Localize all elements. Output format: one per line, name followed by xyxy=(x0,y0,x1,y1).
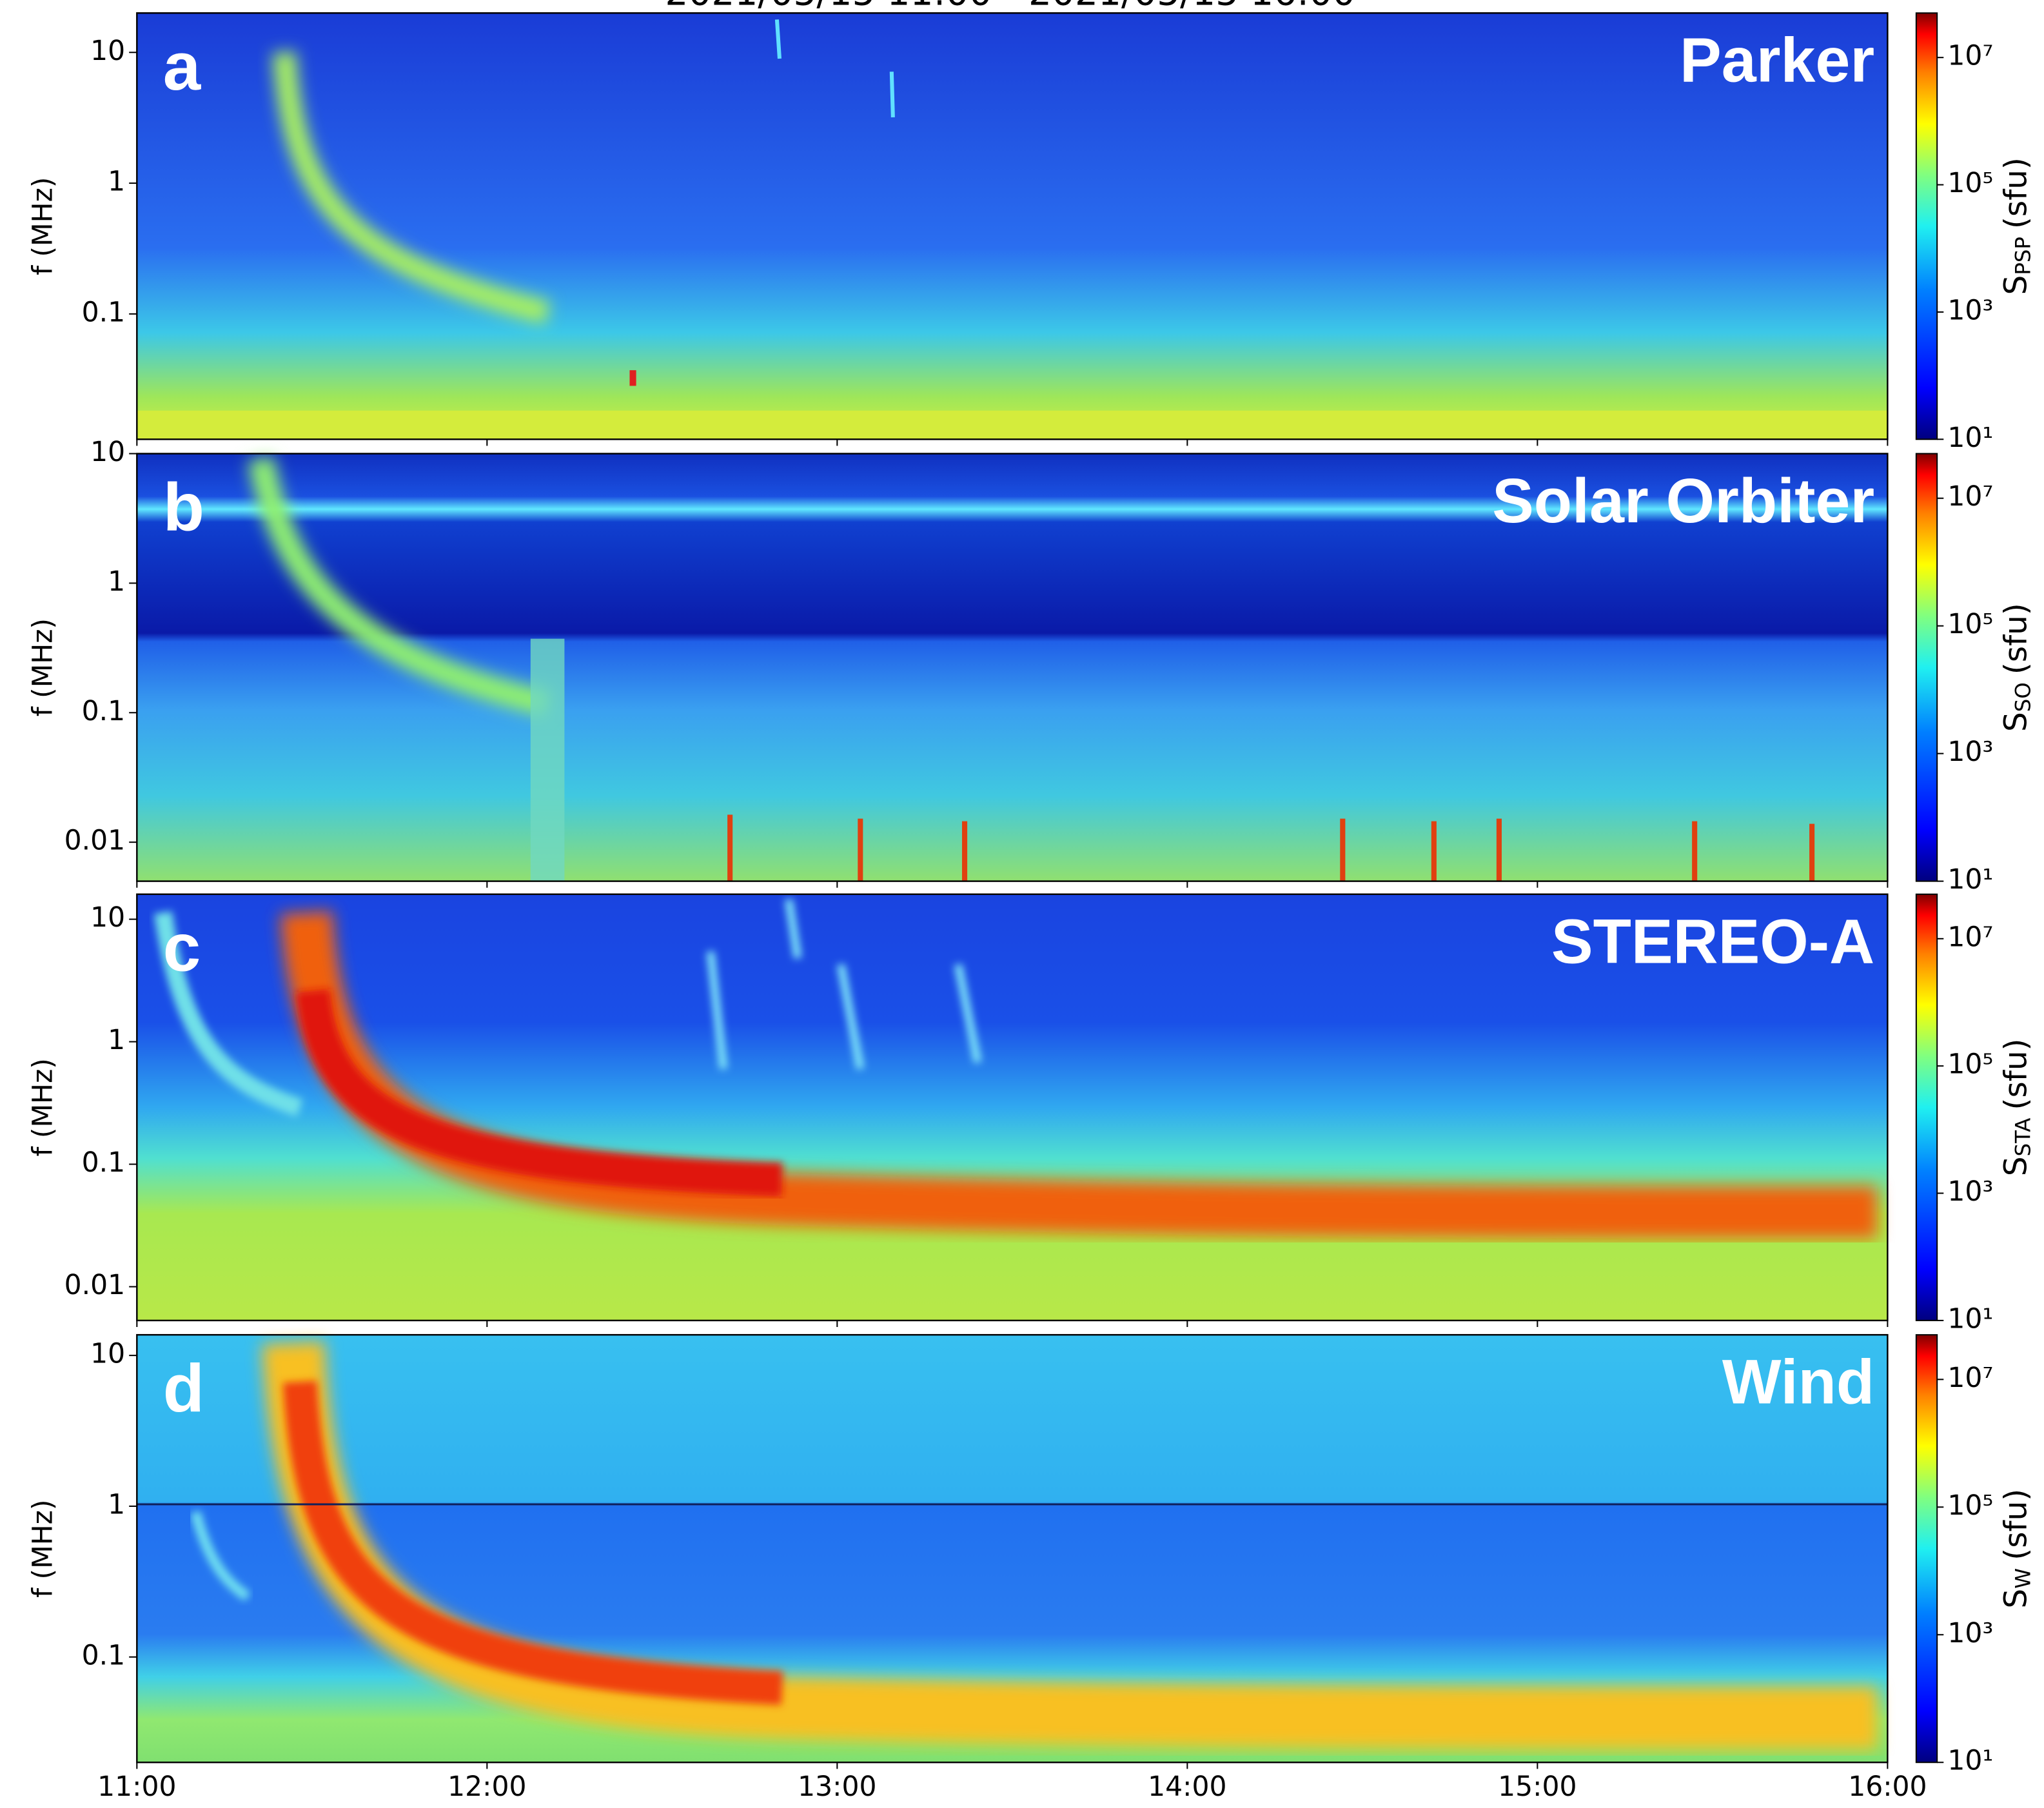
colorbar xyxy=(1915,1334,1938,1764)
colorbar xyxy=(1915,12,1938,440)
colorbar-tick-label: 10⁷ xyxy=(1947,41,1993,72)
y-axis-label: f (MHz) xyxy=(27,618,59,716)
colorbar-label: SSO (sfu) xyxy=(1998,603,2036,732)
y-tick-label: 0.01 xyxy=(64,825,126,857)
y-tick-label: 0.1 xyxy=(82,1640,126,1671)
y-tick-label: 10 xyxy=(90,902,125,934)
plot-frame xyxy=(136,453,1889,882)
plot-frame xyxy=(136,1333,1889,1764)
colorbar-tick-label: 10³ xyxy=(1947,736,1993,768)
y-tick-label: 0.1 xyxy=(82,1147,126,1179)
plot-frame xyxy=(136,12,1889,440)
panel-title: Wind xyxy=(1722,1347,1874,1417)
colorbar-label: SSTA (sfu) xyxy=(1998,1039,2036,1177)
colorbar-label-symbol: S xyxy=(1998,1589,2034,1609)
colorbar-tick-label: 10³ xyxy=(1947,295,1993,326)
y-axis-label: f (MHz) xyxy=(27,1058,59,1156)
colorbar-label-subscript: W xyxy=(2011,1568,2036,1589)
panel-a-image xyxy=(137,13,1888,440)
panel-label: b xyxy=(163,469,204,545)
colorbar-label-subscript: PSP xyxy=(2011,237,2036,275)
colorbar xyxy=(1915,453,1938,882)
colorbar-label-symbol: S xyxy=(1998,1156,2034,1176)
plot-frame xyxy=(136,893,1889,1322)
panel-title: STEREO-A xyxy=(1551,906,1874,976)
colorbar-tick-label: 10³ xyxy=(1947,1176,1993,1208)
colorbar-tick-label: 10¹ xyxy=(1947,864,1993,896)
panel-b-image xyxy=(137,453,1888,881)
colorbar-label-symbol: S xyxy=(1998,712,2034,732)
colorbar-tick-label: 10¹ xyxy=(1947,1745,1993,1777)
y-tick-label: 0.01 xyxy=(64,1270,126,1301)
colorbar-label: SW (sfu) xyxy=(1998,1489,2036,1609)
panel-label: c xyxy=(163,910,201,986)
colorbar-tick-label: 10¹ xyxy=(1947,1303,1993,1335)
colorbar-label-unit: (sfu) xyxy=(1998,1039,2034,1110)
panel-c-image xyxy=(137,894,1888,1321)
colorbar-label-subscript: SO xyxy=(2011,682,2036,712)
y-tick-label: 10 xyxy=(90,1339,125,1370)
panel-d-image xyxy=(137,1335,1888,1763)
colorbar-label-unit: (sfu) xyxy=(1998,603,2034,674)
y-tick-label: 10 xyxy=(90,35,125,67)
x-tick-label: 12:00 xyxy=(447,1771,526,1803)
y-tick-label: 1 xyxy=(108,166,125,198)
colorbar-tick-label: 10⁵ xyxy=(1947,1049,1993,1081)
colorbar xyxy=(1915,893,1938,1321)
panel-label: d xyxy=(163,1351,204,1426)
colorbar-tick-label: 10⁵ xyxy=(1947,609,1993,640)
y-tick-label: 1 xyxy=(108,1489,125,1520)
y-tick-label: 10 xyxy=(90,437,125,468)
x-tick-label: 15:00 xyxy=(1498,1771,1577,1803)
colorbar-tick-label: 10¹ xyxy=(1947,422,1993,454)
colorbar-tick-label: 10³ xyxy=(1947,1618,1993,1649)
colorbar-label-unit: (sfu) xyxy=(1998,157,2034,229)
panel-title: Parker xyxy=(1680,25,1874,95)
colorbar-label-unit: (sfu) xyxy=(1998,1489,2034,1560)
colorbar-tick-label: 10⁷ xyxy=(1947,1362,1993,1394)
y-tick-label: 1 xyxy=(108,566,125,598)
panel-label: a xyxy=(163,29,202,104)
colorbar-tick-label: 10⁷ xyxy=(1947,921,1993,953)
x-tick-label: 11:00 xyxy=(97,1771,176,1803)
colorbar-label-subscript: STA xyxy=(2011,1118,2036,1157)
y-tick-label: 1 xyxy=(108,1025,125,1056)
figure-title: 2021/05/15 11:00 - 2021/05/15 16:00 xyxy=(665,0,1355,14)
x-tick-label: 14:00 xyxy=(1148,1771,1226,1803)
x-tick-label: 16:00 xyxy=(1848,1771,1927,1803)
colorbar-tick-label: 10⁵ xyxy=(1947,168,1993,199)
colorbar-label-symbol: S xyxy=(1998,275,2034,295)
colorbar-tick-label: 10⁷ xyxy=(1947,481,1993,513)
y-axis-label: f (MHz) xyxy=(27,177,59,275)
y-tick-label: 0.1 xyxy=(82,297,126,328)
colorbar-label: SPSP (sfu) xyxy=(1998,157,2036,295)
panel-title: Solar Orbiter xyxy=(1492,466,1874,536)
y-axis-label: f (MHz) xyxy=(27,1500,59,1598)
x-tick-label: 13:00 xyxy=(798,1771,876,1803)
colorbar-tick-label: 10⁵ xyxy=(1947,1490,1993,1522)
y-tick-label: 0.1 xyxy=(82,696,126,727)
